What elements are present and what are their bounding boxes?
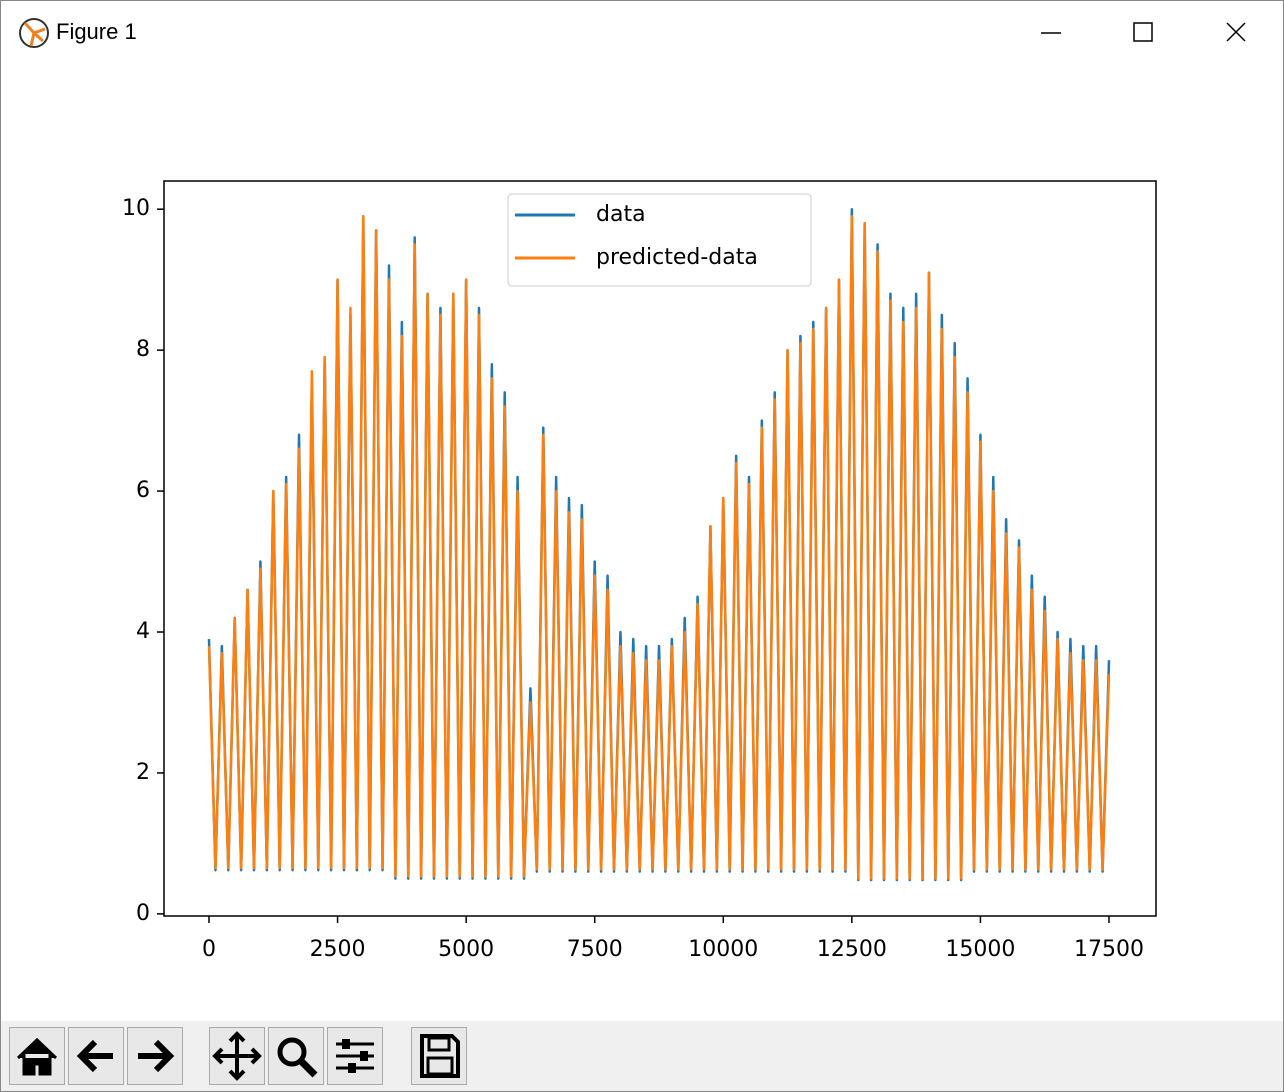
pan-button[interactable] <box>209 1027 265 1085</box>
zoom-button[interactable] <box>268 1027 324 1085</box>
configure-button[interactable] <box>327 1027 383 1085</box>
x-tick-label: 12500 <box>817 937 887 962</box>
y-tick-label: 6 <box>136 478 150 503</box>
x-tick-label: 2500 <box>310 937 366 962</box>
y-tick-label: 0 <box>136 901 150 926</box>
axes-frame <box>163 180 1157 917</box>
save-button[interactable] <box>411 1027 467 1085</box>
x-tick-label: 0 <box>202 937 216 962</box>
title-bar: Figure 1 <box>1 1 1283 63</box>
x-tick-label: 5000 <box>438 937 494 962</box>
chart: 0 2500 5000 7500 10000 12500 15000 17500 0 2 4 6 8 10… <box>122 180 1157 962</box>
x-tick-label: 17500 <box>1074 937 1144 962</box>
close[interactable] <box>1226 22 1246 42</box>
legend <box>507 193 812 287</box>
back-button[interactable] <box>68 1027 124 1085</box>
legend-label: data <box>596 202 646 227</box>
toolbar <box>1 1021 1283 1091</box>
forward-button[interactable] <box>127 1027 183 1085</box>
y-tick-label: 2 <box>136 760 150 785</box>
window-title: Figure 1 <box>56 19 137 44</box>
x-tick-label: 15000 <box>945 937 1015 962</box>
title-bar-icons <box>19 18 1246 48</box>
series-line <box>207 214 1111 880</box>
y-tick-label: 8 <box>136 337 150 362</box>
y-tick-label: 10 <box>122 196 150 221</box>
home-button[interactable] <box>9 1027 65 1085</box>
legend-label: predicted-data <box>596 245 758 270</box>
x-tick-label: 7500 <box>567 937 623 962</box>
x-tick-label: 10000 <box>688 937 758 962</box>
maximize[interactable] <box>1133 22 1153 42</box>
y-tick-label: 4 <box>136 619 150 644</box>
